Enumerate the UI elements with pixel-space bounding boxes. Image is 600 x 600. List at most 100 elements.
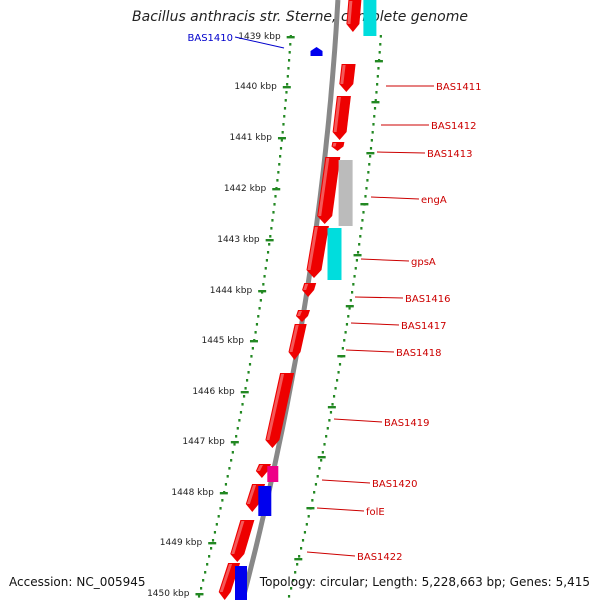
accession-info: Accession: NC_005945 xyxy=(9,575,146,589)
inner-scale-dot xyxy=(239,411,243,414)
scale-tick-label: 1440 kbp xyxy=(234,82,277,92)
outer-scale-tick xyxy=(306,507,315,510)
gene-arrow-shade xyxy=(246,485,257,504)
gene-arrow xyxy=(331,142,345,151)
inner-scale-dot xyxy=(215,523,218,526)
inner-scale-dot xyxy=(217,515,220,518)
scale-tick xyxy=(240,391,249,394)
inner-scale-dot xyxy=(280,139,283,142)
gene-label-leader xyxy=(350,322,400,326)
outer-scale-dot xyxy=(320,459,323,462)
gene-label[interactable]: BAS1422 xyxy=(357,552,403,563)
outer-scale-dot xyxy=(348,307,351,310)
scale-tick-label: 1443 kbp xyxy=(217,235,260,245)
gene-arrow xyxy=(218,563,241,600)
scale-tick xyxy=(195,593,204,596)
gene-label[interactable]: BAS1416 xyxy=(405,294,451,305)
inner-scale-dot xyxy=(230,459,233,462)
gene-label[interactable]: folE xyxy=(366,507,385,518)
outer-scale-dot xyxy=(352,283,355,286)
gene-arrow xyxy=(265,373,295,448)
cog-box-magenta xyxy=(267,466,279,482)
inner-scale-dot xyxy=(219,507,222,510)
outer-scale-dot xyxy=(294,571,297,574)
outer-scale-dot xyxy=(369,147,373,150)
gene-arrow xyxy=(296,310,310,322)
gene-label-leader xyxy=(333,418,383,423)
gene-label[interactable]: engA xyxy=(421,195,447,206)
gene-label[interactable]: BAS1420 xyxy=(372,479,418,490)
outer-scale-dot xyxy=(328,419,331,422)
scale-tick xyxy=(272,188,281,191)
inner-scale-dot xyxy=(211,539,215,542)
inner-scale-dot xyxy=(289,43,292,46)
outer-scale-dot xyxy=(355,259,359,262)
inner-scale-dot xyxy=(255,323,259,326)
gene-label-leader xyxy=(234,36,285,49)
cog-box-blue xyxy=(235,566,247,600)
outer-scale-dot xyxy=(318,467,321,470)
gene-label[interactable]: BAS1410 xyxy=(188,33,234,44)
inner-scale-dot xyxy=(258,307,261,310)
gene-arrow-shade xyxy=(333,97,341,132)
gene-label[interactable]: BAS1412 xyxy=(431,121,477,132)
gene-arrow xyxy=(255,464,271,478)
gene-label[interactable]: BAS1417 xyxy=(401,321,447,332)
cog-box-grey xyxy=(338,160,353,226)
outer-scale-dot xyxy=(338,363,342,366)
gene-label-leader xyxy=(376,151,426,154)
inner-scale-dot xyxy=(206,563,209,566)
gene-label-leader xyxy=(345,349,395,353)
outer-scale-dot xyxy=(377,67,380,70)
inner-scale-dot xyxy=(251,347,254,350)
scale-tick xyxy=(219,492,228,495)
gene-label-leader xyxy=(321,479,371,484)
inner-scale-dot xyxy=(269,235,272,238)
inner-scale-dot xyxy=(245,379,249,382)
outer-scale-dot xyxy=(365,187,368,190)
cog-box-blue xyxy=(258,486,272,516)
scale-tick xyxy=(265,239,274,242)
scale-tick-label: 1442 kbp xyxy=(224,184,267,194)
gene-arrow-shade xyxy=(297,311,302,316)
gene-arrow-shade xyxy=(266,374,285,440)
gene-label[interactable]: BAS1411 xyxy=(436,82,482,93)
outer-scale-dot xyxy=(341,347,344,350)
inner-scale-dot xyxy=(233,443,236,446)
gene-arrow xyxy=(288,324,307,360)
inner-scale-dot xyxy=(277,171,280,174)
inner-scale-dot xyxy=(231,451,234,454)
inner-scale-dot xyxy=(286,75,289,78)
outer-scale-dot xyxy=(290,587,293,590)
outer-scale-dot xyxy=(370,139,373,142)
outer-scale-dot xyxy=(367,171,370,174)
scale-tick xyxy=(258,290,267,293)
outer-scale-tick xyxy=(371,101,380,104)
gene-label[interactable]: BAS1419 xyxy=(384,418,430,429)
gene-arrow-shade xyxy=(256,465,263,471)
inner-scale-dot xyxy=(224,483,228,486)
inner-scale-dot xyxy=(238,419,241,422)
gene-label[interactable]: BAS1413 xyxy=(427,149,473,160)
outer-scale-dot xyxy=(325,435,328,438)
topology-label: Topology: xyxy=(259,575,316,589)
inner-scale-dot xyxy=(257,315,260,318)
inner-scale-dot xyxy=(273,203,276,206)
inner-scale-dot xyxy=(281,131,284,134)
inner-scale-dot xyxy=(204,571,207,574)
inner-scale-dot xyxy=(264,267,267,270)
scale-tick xyxy=(208,542,217,545)
gene-label[interactable]: gpsA xyxy=(411,257,436,268)
gene-label-leader xyxy=(306,551,356,557)
outer-scale-dot xyxy=(296,563,299,566)
inner-scale-dot xyxy=(278,163,281,166)
outer-scale-dot xyxy=(362,211,365,214)
gene-label[interactable]: BAS1418 xyxy=(396,348,442,359)
outer-scale-dot xyxy=(331,403,334,406)
inner-scale-dot xyxy=(248,363,252,366)
outer-scale-dot xyxy=(364,195,367,198)
gene-arrow-shade xyxy=(219,564,233,592)
outer-scale-dot xyxy=(298,555,301,558)
outer-scale-tick xyxy=(360,203,369,206)
inner-scale-dot xyxy=(276,179,279,182)
